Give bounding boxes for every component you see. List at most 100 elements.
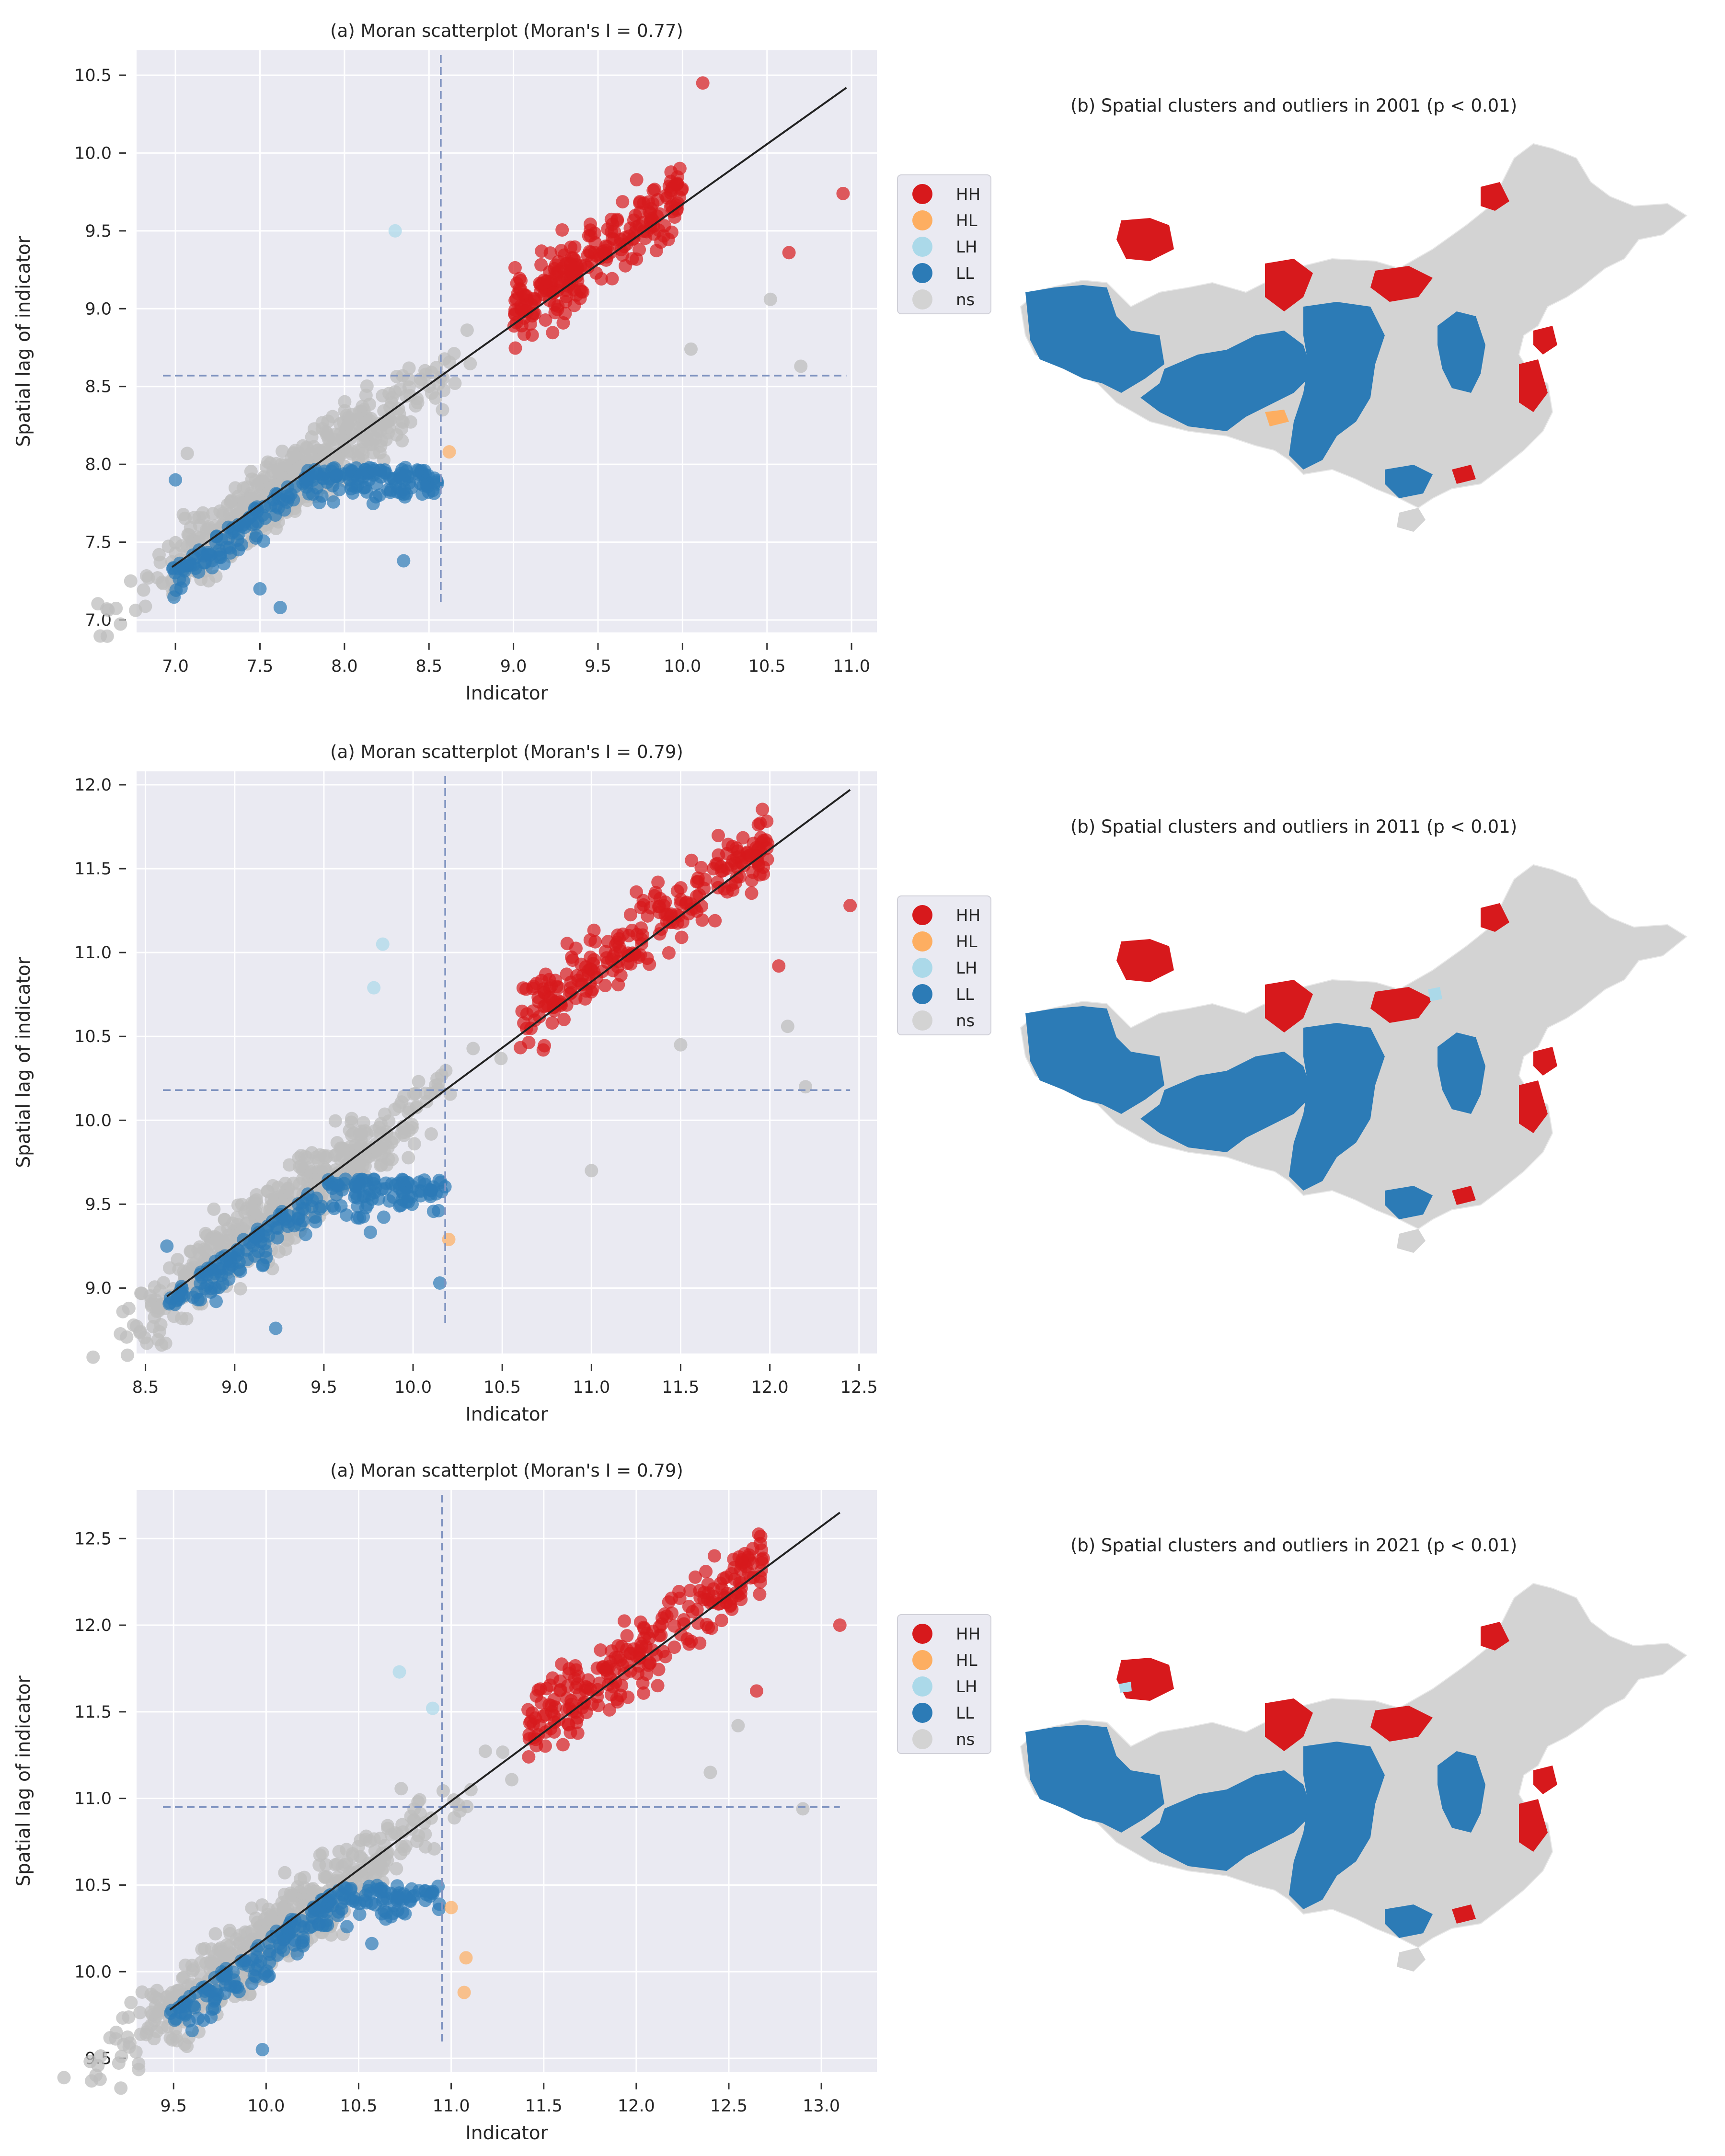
scatter-title: (a) Moran scatterplot (Moran's I = 0.79) [330,1460,683,1481]
point-ll [251,1244,265,1258]
point-ll [364,1886,378,1900]
map-region-lh [1119,1682,1132,1693]
point-ns [781,1020,794,1033]
point-ns [282,1158,296,1172]
point-ll [188,2000,202,2014]
point-ll [417,1173,431,1187]
point-ll [273,601,287,615]
map-region-hh [1265,259,1313,311]
point-hh [634,1637,648,1651]
y-tick-label: 8.5 [85,378,112,397]
point-hh [522,1750,536,1764]
point-hh [633,1647,647,1661]
point-ll [197,556,211,570]
point-ns [731,1719,745,1732]
point-ns [317,1149,331,1163]
legend-label-hl: HL [956,932,978,952]
point-ns [794,359,808,373]
map-region-ll [1140,331,1313,431]
point-hh [571,1726,585,1740]
point-hh [535,244,549,258]
point-hh [519,304,533,318]
point-ll [369,477,383,491]
point-hh [730,870,744,884]
point-hh [621,1690,635,1704]
map-region-hh [1265,1698,1313,1751]
point-hh [596,964,610,978]
point-ns [245,1205,259,1219]
map-island [1397,1948,1426,1972]
point-hh [680,1632,694,1646]
y-tick-label: 11.5 [74,860,112,879]
point-ll [168,1297,182,1311]
map-title: (b) Spatial clusters and outliers in 202… [1070,1535,1517,1556]
point-ns [402,1151,415,1165]
y-tick-label: 9.5 [85,1195,112,1214]
point-hh [508,341,522,355]
point-lh [392,1665,406,1679]
point-hh [674,896,688,910]
x-tick-label: 10.0 [394,1378,432,1397]
point-ns [425,386,438,400]
legend: HH HL LH LL ns [897,895,991,1035]
point-ns [317,1869,331,1883]
point-hh [568,1659,582,1673]
x-tick-label: 12.0 [618,2097,655,2116]
point-ll [250,1950,264,1964]
y-axis-label: Spatial lag of indicator [13,1675,34,1886]
x-tick-label: 11.0 [433,2097,470,2116]
legend: HH HL LH LL ns [897,1614,991,1754]
point-hh [736,831,750,845]
legend-marker-ns [912,1010,932,1031]
point-ll [293,1218,307,1232]
point-hh [712,848,725,862]
point-ll [169,2012,183,2026]
point-ns [436,1784,450,1798]
point-ns [132,2057,146,2071]
point-ns [460,323,474,337]
point-ns [358,1159,372,1173]
point-ns [335,1860,349,1874]
point-ns [311,1167,325,1181]
point-ns [139,569,153,583]
point-ns [137,583,150,597]
panel-3: 9.510.010.511.011.512.012.513.09.510.010… [13,1460,1688,2144]
point-hh [563,1702,576,1716]
point-ns [116,1305,130,1319]
point-ns [169,2030,183,2043]
y-axis-label: Spatial lag of indicator [13,235,34,447]
point-ll [177,1995,191,2009]
point-ns [144,1294,158,1308]
point-hh [615,1658,629,1672]
point-hh [745,886,759,900]
point-hh [630,885,644,899]
point-hh [625,924,639,938]
point-hh [694,860,708,874]
point-hh [584,223,598,237]
legend-label-ll: LL [956,264,974,283]
point-hh [644,901,657,915]
point-ll [287,493,300,507]
point-ll [353,1211,367,1225]
point-ll [331,1909,345,1923]
map-region-ll [1438,311,1485,393]
point-hh [704,1621,718,1635]
cluster-map [1020,1583,1688,1972]
point-ns [93,2072,107,2086]
point-ns [399,1839,413,1853]
legend-marker-ns [912,289,932,310]
cluster-map [1020,143,1688,532]
point-lh [376,937,390,951]
point-ns [298,1870,311,1884]
point-ns [292,447,306,460]
map-region-ll [1025,1725,1164,1833]
point-hh [510,276,524,290]
point-ns [381,1845,395,1859]
fit-line [171,87,847,568]
point-ns [419,367,433,381]
point-ll [343,463,356,477]
point-hh [598,978,612,992]
y-tick-label: 12.0 [74,1616,112,1635]
point-ll [396,1173,410,1187]
point-ns [144,2005,158,2019]
